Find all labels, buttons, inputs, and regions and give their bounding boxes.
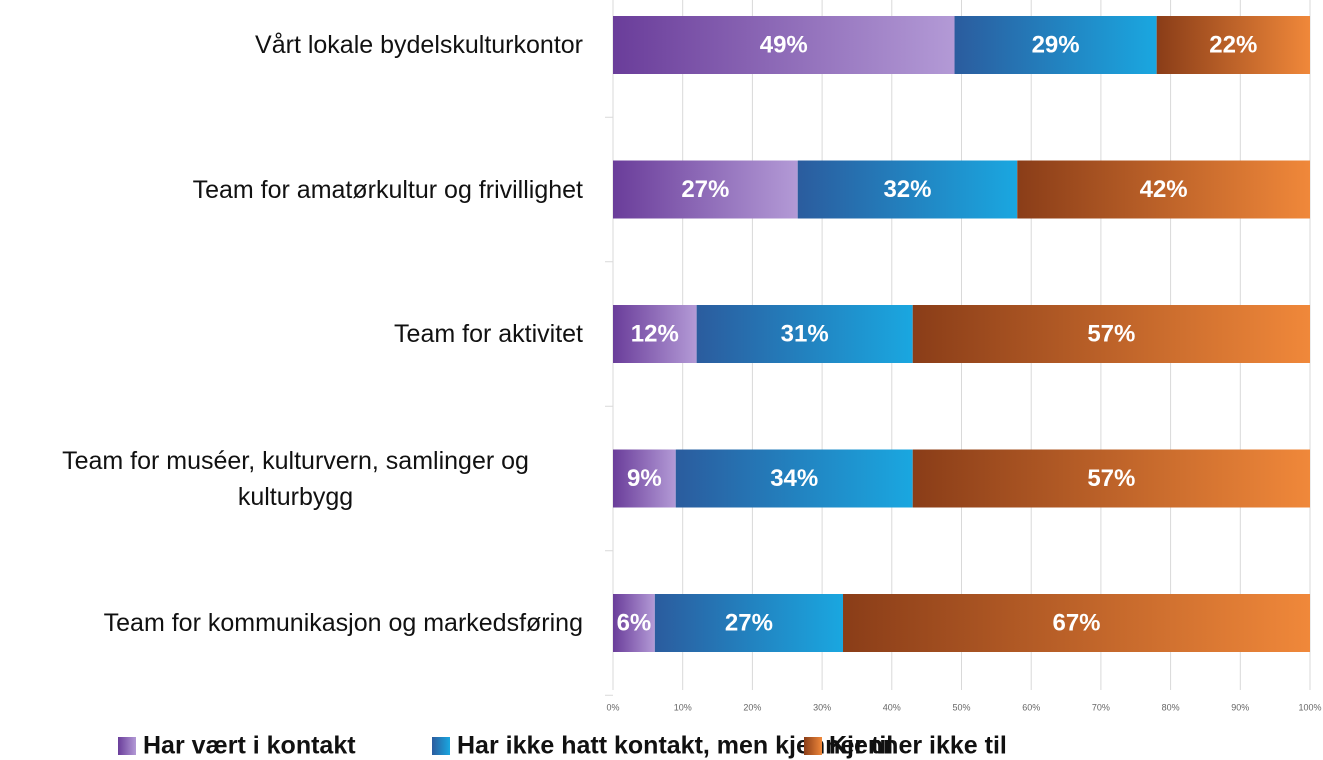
bar-segment (613, 594, 655, 652)
x-tick-label: 30% (813, 702, 831, 712)
data-label: 31% (781, 320, 829, 347)
legend-swatch (432, 737, 450, 755)
data-label: 49% (760, 31, 808, 58)
bar-segment (1017, 160, 1310, 219)
bar-segment (613, 305, 697, 363)
bar-segment (843, 594, 1310, 652)
bar-segment (912, 449, 1310, 508)
data-label: 9% (627, 465, 662, 492)
data-label: 27% (725, 609, 773, 636)
data-label: 42% (1140, 176, 1188, 203)
data-label: 32% (883, 176, 931, 203)
legend-swatch (118, 737, 136, 755)
x-tick-label: 80% (1162, 702, 1180, 712)
x-tick-label: 40% (883, 702, 901, 712)
data-label: 57% (1087, 465, 1135, 492)
bar-segment (797, 160, 1018, 219)
x-tick-label: 60% (1022, 702, 1040, 712)
bar-segment (613, 16, 955, 74)
data-label: 34% (770, 465, 818, 492)
bar-segment (954, 16, 1157, 74)
y-tick-label: Team for muséer, kulturvern, samlinger o… (62, 446, 529, 511)
data-label: 57% (1087, 320, 1135, 347)
y-tick-label: Vårt lokale bydelskulturkontor (255, 31, 583, 59)
y-tick-label: Team for amatørkultur og frivillighet (192, 175, 583, 204)
bar-segment (675, 449, 913, 508)
data-label: 67% (1052, 609, 1100, 636)
x-tick-label: 100% (1298, 702, 1321, 712)
legend-label: Har vært i kontakt (143, 732, 356, 760)
data-label: 27% (681, 176, 729, 203)
y-tick-label: Team for kommunikasjon og markedsføring (103, 609, 583, 637)
bar-segment (654, 594, 844, 652)
legend-swatch (804, 737, 822, 755)
x-tick-label: 20% (743, 702, 761, 712)
data-label: 12% (631, 320, 679, 347)
x-tick-label: 70% (1092, 702, 1110, 712)
legend-label: Kjenner ikke til (829, 732, 1007, 760)
x-tick-label: 0% (606, 702, 619, 712)
y-tick-label: Team for aktivitet (394, 320, 583, 348)
x-tick-label: 10% (674, 702, 692, 712)
bar-segment (613, 449, 676, 508)
bar-segment (912, 305, 1310, 363)
data-label: 29% (1032, 31, 1080, 58)
x-tick-label: 90% (1231, 702, 1249, 712)
bar-segment (1156, 16, 1310, 74)
data-label: 22% (1209, 31, 1257, 58)
bar-segment (696, 305, 913, 363)
x-tick-label: 50% (952, 702, 970, 712)
data-label: 6% (617, 609, 652, 636)
legend-label: Har ikke hatt kontakt, men kjenner til (457, 732, 893, 760)
bar-segment (613, 160, 798, 219)
